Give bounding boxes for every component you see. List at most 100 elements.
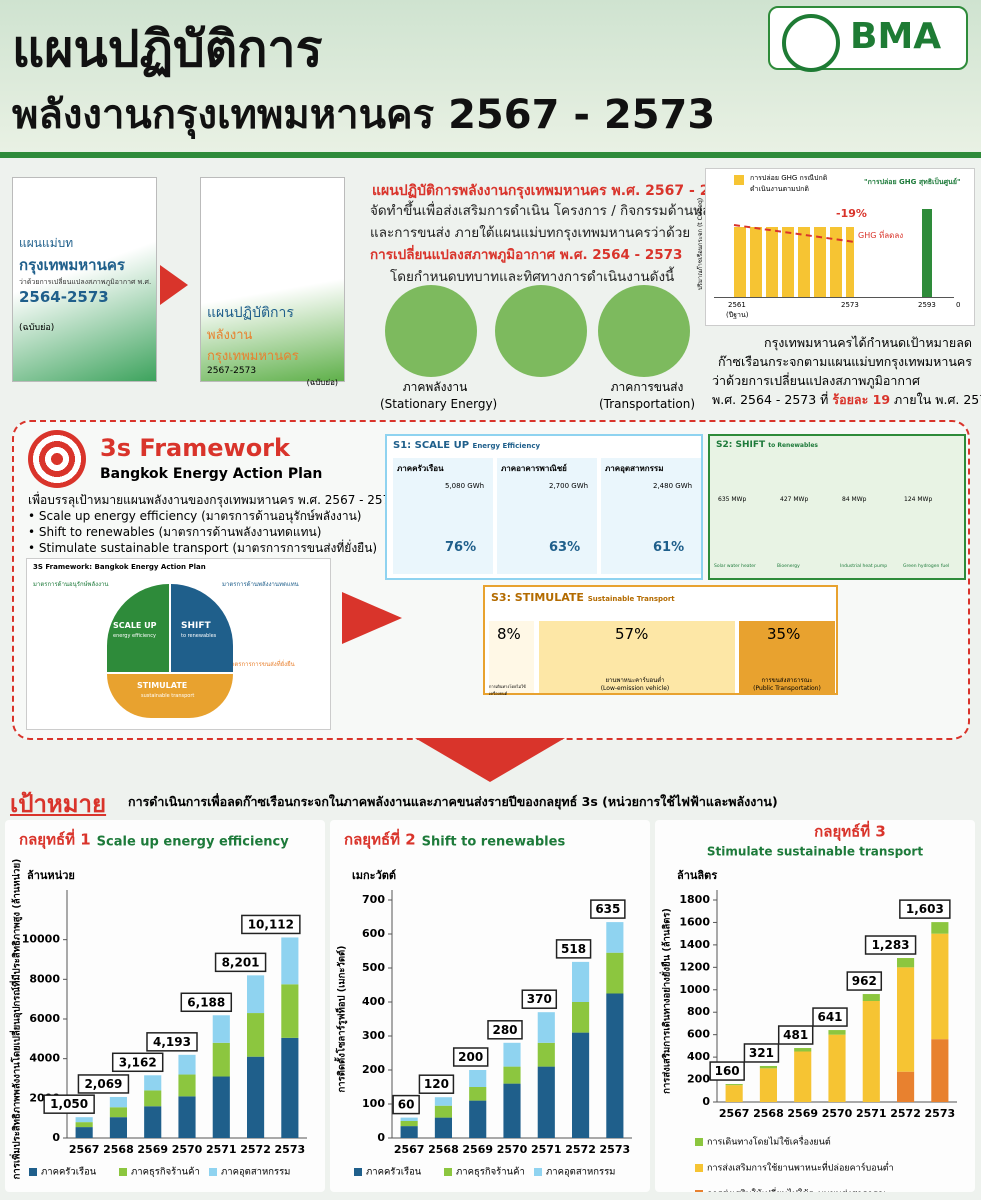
total-box (180, 992, 233, 1013)
bar-segment (759, 1065, 777, 1069)
logo: BMA (768, 6, 968, 72)
y-tick-label: 300 (362, 1029, 385, 1042)
ghg-chart: การปล่อย GHG กรณีปกติดำเนินงานตามปกติ "ก… (697, 168, 975, 326)
bullet: Stimulate sustainable transport (มาตรการ… (38, 541, 378, 555)
share: 8% (497, 625, 521, 643)
legend-swatch (734, 175, 744, 185)
chart: กลยุทธ์ที่ 1 Scale up energy efficiency ล้… (5, 820, 325, 1192)
bar-segment (572, 1032, 590, 1138)
arrow (922, 209, 932, 297)
bar-segment (434, 1097, 452, 1106)
bar-segment (178, 1054, 196, 1075)
total-label: 481 (783, 1028, 808, 1042)
legend: การปล่อย GHG กรณีปกติดำเนินงานตามปกติ (750, 174, 828, 193)
bar-segment (212, 1076, 230, 1138)
total-label: 370 (527, 992, 552, 1006)
amount: 5,080 GWh (445, 482, 485, 490)
bar-segment (281, 937, 299, 985)
chart: กลยุทธ์ที่ 3 Stimulate sustainable transp… (655, 820, 975, 1192)
bar-segment (897, 967, 915, 1072)
x-tick-label: 2572 (565, 1143, 596, 1156)
text: พ.ศ. 2564 - 2573 ที่ (712, 392, 829, 407)
col-bg (393, 458, 493, 574)
bar-segment (469, 1087, 487, 1101)
col-bg (601, 458, 701, 574)
total-box (418, 1074, 455, 1094)
text: กรุงเทพมหานคร (207, 349, 299, 364)
framework-subtitle: Bangkok Energy Action Plan (100, 466, 323, 482)
bar-segment (247, 1013, 265, 1057)
total-box (111, 1052, 164, 1073)
total-label: 3,162 (119, 1055, 157, 1069)
legend-label: ภาคธุรกิจร้านค้า (131, 1167, 200, 1178)
y-label: ปริมาณก๊าซเรือนกระจก (t CO2eq) (697, 197, 705, 291)
y-tick-label: 6000 (29, 1012, 60, 1025)
x-tick-label: 2572 (890, 1107, 921, 1120)
text: ภาคพลังงาน (402, 380, 468, 394)
x-tick-label: 2571 (856, 1107, 887, 1120)
target: กรุงเทพมหานครได้กำหนดเป้าหมายลด ก๊าซเรือ… (712, 333, 981, 409)
bar-segment (537, 1042, 555, 1067)
x-tick-label: 2567 (394, 1143, 425, 1156)
y-axis-label: การติดตั้งโซลาร์รูฟท็อป (เมกะวัตต์) (334, 946, 349, 1093)
y-tick-label: 700 (362, 893, 385, 906)
total-label: 635 (595, 902, 620, 916)
bar-segment (144, 1075, 162, 1091)
y-tick-label: 600 (687, 1028, 710, 1041)
unit: ล้านหน่วย (27, 869, 75, 882)
x-tick-label: 2568 (103, 1143, 134, 1156)
text: พลังงาน (207, 328, 253, 343)
bar-segment (212, 1042, 230, 1077)
text: และการขนส่ง ภายใต้แผนแม่บทกรุงเทพมหานครว… (370, 225, 691, 241)
cell (739, 621, 835, 693)
text: กรุงเทพมหานครได้กำหนดเป้าหมายลด (764, 335, 972, 350)
x-tick-label: 2568 (428, 1143, 459, 1156)
x-tick-label: 2569 (787, 1107, 818, 1120)
item: 635 MWp (718, 496, 747, 503)
bar-segment (606, 993, 624, 1138)
description: จัดทำขึ้นเพื่อส่งเสริมการดำเนิน โครงการ … (370, 200, 740, 288)
legend-label: การส่งเสริมการใช้ยานพาหนะที่ปล่อยคาร์บอน… (707, 1161, 894, 1174)
total-label: 1,603 (906, 902, 944, 916)
share: 76% (445, 540, 477, 555)
tech: Green hydrogen fuel (903, 564, 950, 569)
y-tick-label: 400 (687, 1050, 710, 1063)
ghg-bars (734, 227, 854, 297)
y-tick-label: 1200 (679, 960, 710, 973)
bar-segment (247, 1056, 265, 1138)
text: (ฉบับย่อ) (306, 378, 338, 387)
bar-segment (75, 1127, 93, 1138)
legend-label: ภาคครัวเรือน (366, 1167, 422, 1178)
tech: Solar water heater (714, 564, 756, 569)
text: ว่าด้วยการเปลี่ยนแปลงสภาพภูมิอากาศ (712, 373, 920, 388)
arrow (160, 265, 188, 305)
y-tick-label: 1400 (679, 938, 710, 951)
book-cover: แผนแม่บท กรุงเทพมหานคร ว่าด้วยการเปลี่ยน… (12, 177, 157, 382)
x-label: 2561 (728, 301, 746, 309)
chart: กลยุทธ์ที่ 2 Shift to renewables เมกะวัตต์… (330, 820, 650, 1192)
y-tick-label: 8000 (29, 972, 60, 985)
x-label: 2573 (841, 301, 859, 309)
goal-text: การดำเนินการเพื่อลดก๊าซเรือนกระจกในภาคพล… (128, 794, 778, 809)
strategy: กลยุทธ์ที่ 1 (19, 829, 91, 850)
bar-segment (247, 975, 265, 1014)
text: มาตรการด้านพลังงานทดแทน (222, 581, 299, 588)
total-box (146, 1032, 198, 1052)
cell (539, 621, 735, 693)
chart-title: Stimulate sustainable transport (707, 845, 923, 859)
icon-energy (385, 285, 477, 377)
s1-box: S1: SCALE UP Energy Efficiency ภาคครัวเร… (385, 434, 703, 580)
text: S1: SCALE UP (393, 440, 470, 451)
title-line1: แผนปฏิบัติการ (12, 20, 323, 78)
bar-segment (503, 1083, 521, 1138)
share: 57% (615, 625, 649, 643)
total-label: 120 (424, 1077, 449, 1091)
total-box (590, 899, 626, 919)
diagram: 3S Framework: Bangkok Energy Action Plan… (26, 558, 331, 730)
total-box (743, 1043, 780, 1063)
x-tick-label: 2567 (719, 1107, 750, 1120)
legend-swatch (534, 1168, 542, 1176)
total-label: 518 (561, 942, 586, 956)
bar-segment (75, 1122, 93, 1128)
text: มาตรการการขนส่งที่ยั่งยืน (227, 661, 295, 668)
